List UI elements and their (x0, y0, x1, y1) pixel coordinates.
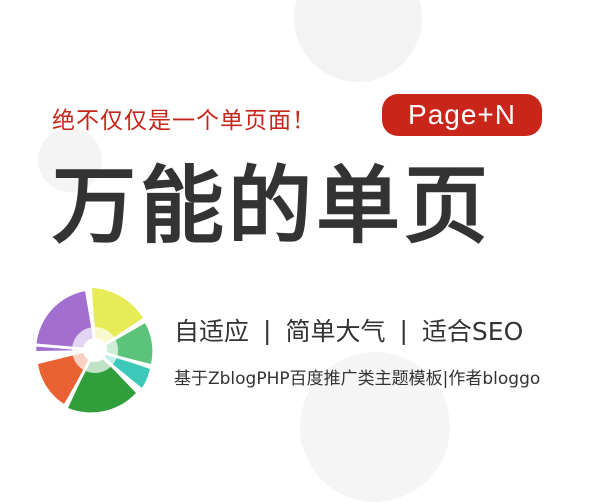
subline: 基于ZblogPHP百度推广类主题模板|作者bloggo (174, 369, 541, 389)
background-circle-left (38, 128, 102, 192)
feature-simple: 简单大气 (285, 317, 386, 346)
feature-seo: 适合SEO (421, 317, 524, 346)
feature-separator: | (399, 315, 408, 345)
logo-segment-green-light (95, 323, 153, 364)
pie-logo-icon (35, 286, 153, 413)
tagline: 绝不仅仅是一个单页面！ (52, 108, 316, 134)
main-title: 万能的单页 (52, 157, 493, 255)
background-circle-top (294, 0, 422, 82)
logo-segment-green-dark (68, 350, 136, 413)
feature-separator: | (263, 315, 272, 345)
page-plus-n-badge: Page+N (382, 94, 542, 136)
feature-responsive: 自适应 (174, 317, 250, 346)
feature-list: 自适应 | 简单大气 | 适合SEO (174, 312, 523, 348)
